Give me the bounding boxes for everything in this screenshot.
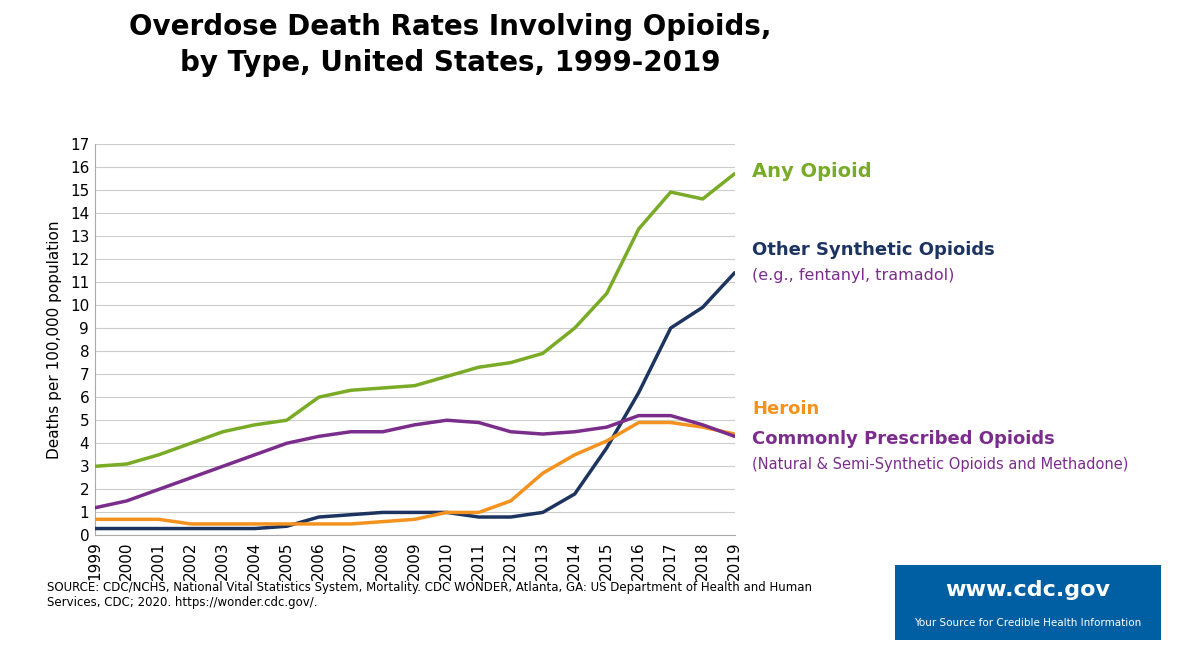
- Text: Heroin: Heroin: [752, 400, 820, 418]
- Text: Commonly Prescribed Opioids: Commonly Prescribed Opioids: [752, 430, 1055, 448]
- Text: (e.g., fentanyl, tramadol): (e.g., fentanyl, tramadol): [752, 268, 955, 283]
- Y-axis label: Deaths per 100,000 population: Deaths per 100,000 population: [46, 220, 62, 459]
- Text: Any Opioid: Any Opioid: [752, 162, 872, 181]
- Text: Overdose Death Rates Involving Opioids,
by Type, United States, 1999-2019: Overdose Death Rates Involving Opioids, …: [129, 13, 771, 77]
- Text: Other Synthetic Opioids: Other Synthetic Opioids: [752, 241, 995, 259]
- Text: (Natural & Semi-Synthetic Opioids and Methadone): (Natural & Semi-Synthetic Opioids and Me…: [752, 456, 1129, 471]
- Text: SOURCE: CDC/NCHS, National Vital Statistics System, Mortality. CDC WONDER, Atlan: SOURCE: CDC/NCHS, National Vital Statist…: [47, 581, 813, 609]
- Text: www.cdc.gov: www.cdc.gov: [946, 580, 1110, 599]
- Text: Your Source for Credible Health Information: Your Source for Credible Health Informat…: [915, 618, 1141, 628]
